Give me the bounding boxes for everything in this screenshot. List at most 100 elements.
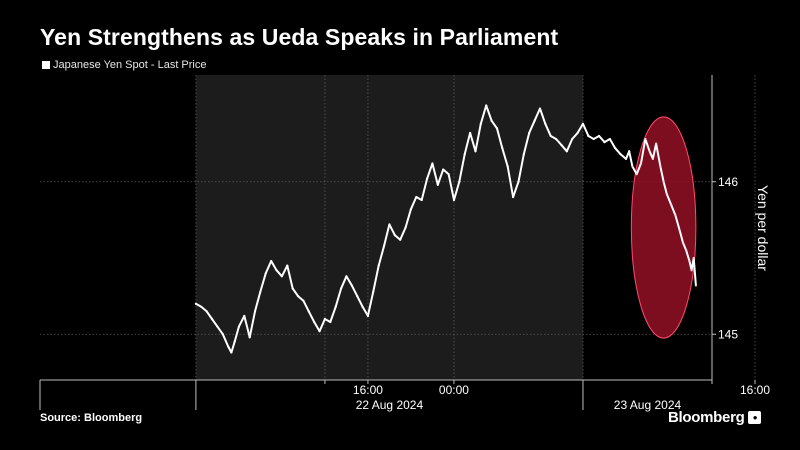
data-point [639,162,643,165]
data-point [366,314,370,318]
data-point [436,183,439,186]
data-point [587,134,590,138]
data-point [560,144,563,147]
x-date-label: 23 Aug 2024 [614,398,682,412]
data-point [654,142,658,145]
data-point [533,119,536,122]
data-point [665,192,668,196]
brand-text: Bloomberg [668,409,745,426]
data-point [479,122,482,125]
data-point [678,229,681,232]
data-point [576,131,579,135]
data-point [329,320,332,324]
data-point [662,180,665,183]
y-axis-label: Yen per dollar [755,185,771,271]
data-point [323,317,327,321]
data-point [495,127,499,130]
data-point [372,290,375,293]
x-tick-label: 16:00 [353,383,383,397]
data-point [275,269,278,272]
data-point [259,290,262,293]
data-point [694,284,697,287]
data-point [415,195,418,199]
y-ticks: 145 146 [712,175,738,341]
data-point [345,275,348,278]
y-tick-label: 145 [718,327,738,341]
data-point [670,203,673,206]
data-point [458,180,461,183]
data-point [205,310,208,313]
data-point [685,249,688,252]
data-point [581,122,585,125]
series-points [194,104,697,354]
data-point [690,269,693,272]
legend-label: Japanese Yen Spot - Last Price [53,59,207,71]
data-point [404,226,407,229]
data-point [431,162,434,165]
data-point [399,238,402,241]
data-point [501,147,504,150]
chart-title: Yen Strengthens as Ueda Speaks in Parlia… [40,24,559,50]
data-point [631,165,634,168]
data-point [296,295,300,298]
data-point [659,165,662,168]
data-point [388,223,391,226]
data-point [447,173,450,176]
data-point [592,137,595,141]
data-point [688,259,691,263]
data-point [692,256,695,260]
data-point [603,141,606,144]
y-tick-label: 146 [718,175,738,189]
data-point [194,302,198,305]
source-note: Source: Bloomberg [40,412,143,424]
data-point [490,119,493,122]
data-point [681,241,685,244]
data-point [463,153,466,156]
data-point [237,325,241,328]
data-point [200,305,203,308]
data-point [635,173,638,176]
x-tick-label: 00:00 [439,383,469,397]
data-point [334,305,337,308]
data-point [565,150,568,153]
data-point [361,305,364,308]
data-point [253,310,257,313]
data-point [356,295,359,298]
data-point [377,264,380,267]
data-point [248,336,251,339]
data-point [230,351,233,354]
data-point [210,317,214,321]
data-point [624,157,628,160]
data-point [517,180,520,183]
data-point [651,157,654,160]
data-point [425,177,429,180]
data-point [409,208,413,211]
data-point [221,333,224,336]
data-point [485,104,488,107]
data-point [313,320,316,324]
x-tick-label: 16:00 [740,383,770,397]
data-point [608,137,611,141]
data-point [307,310,310,313]
data-point [674,214,677,217]
data-point [216,325,219,328]
data-point [538,107,542,110]
gridlines [40,75,756,380]
data-point [614,147,617,150]
data-point [598,134,601,138]
data-point [549,134,552,138]
data-point [393,234,396,237]
data-point [628,150,631,153]
bloomberg-logo-icon: ● [748,411,762,424]
highlight-ellipse [630,116,697,339]
data-point [522,153,525,156]
data-point [302,299,305,302]
data-point [619,153,622,156]
data-point [511,195,515,199]
data-point [474,150,477,153]
data-point [286,264,289,267]
data-point [452,198,456,202]
data-point [554,137,558,141]
